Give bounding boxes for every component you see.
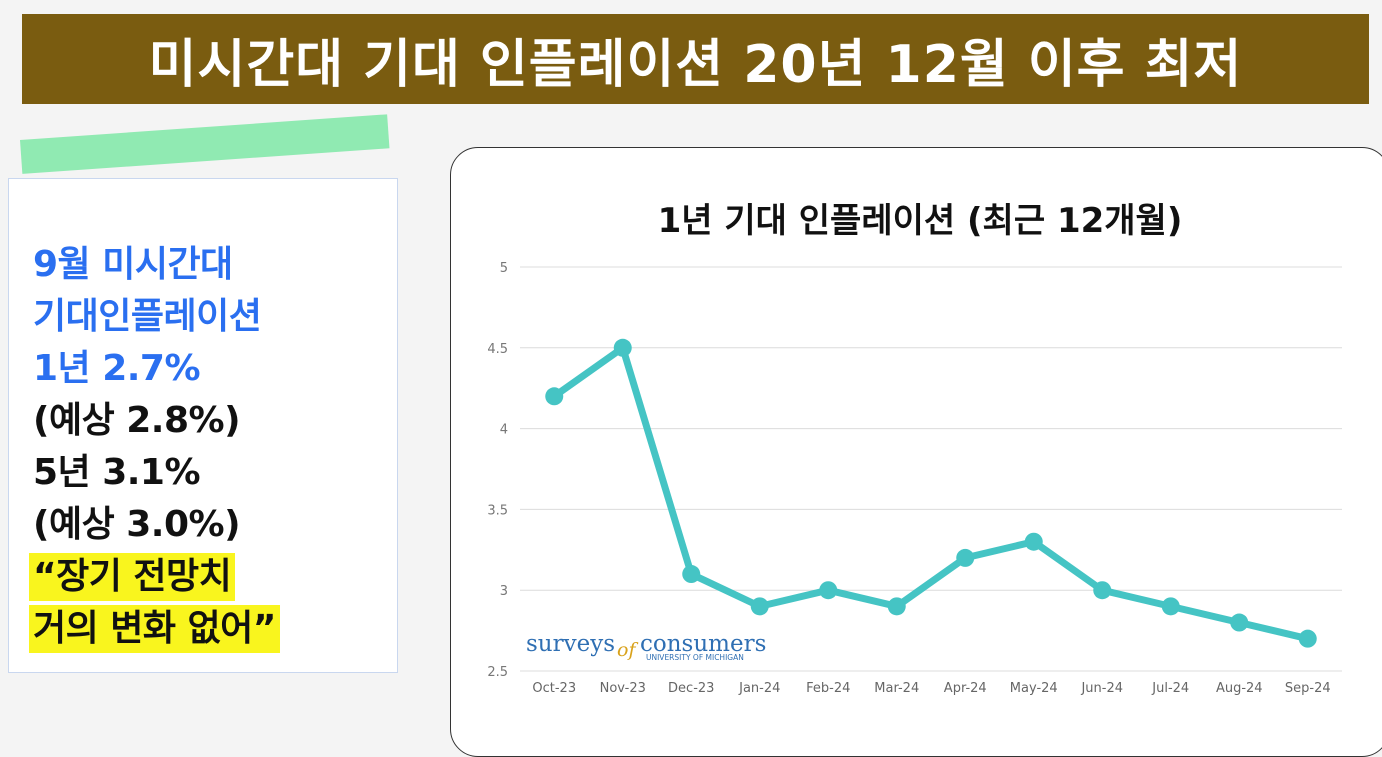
x-tick-label: May-24 bbox=[1010, 681, 1058, 696]
svg-text:UNIVERSITY OF MICHIGAN: UNIVERSITY OF MICHIGAN bbox=[646, 653, 744, 662]
info-line-quote-2: 거의 변화 없어” bbox=[29, 603, 280, 655]
x-tick-label: Jan-24 bbox=[738, 681, 780, 696]
data-point bbox=[1024, 532, 1043, 551]
info-line-5y-value: 5년 3.1% bbox=[33, 452, 201, 493]
info-lines: 9월 미시간대 기대인플레이션 1년 2.7% (예상 2.8%) 5년 3.1… bbox=[29, 239, 280, 655]
x-tick-labels: Oct-23 Nov-23 Dec-23 Jan-24 Feb-24 Mar-24 Apr-… bbox=[532, 681, 1330, 696]
data-point bbox=[1230, 613, 1249, 632]
info-line-metric: 기대인플레이션 bbox=[33, 296, 262, 337]
info-line-5y-forecast: (예상 3.0%) bbox=[33, 504, 241, 545]
data-point bbox=[819, 581, 838, 600]
x-tick-label: Apr-24 bbox=[944, 681, 987, 696]
x-tick-label: Jul-24 bbox=[1151, 681, 1189, 696]
svg-text:surveys: surveys bbox=[526, 631, 615, 657]
series-layer bbox=[545, 338, 1317, 648]
info-box: 9월 미시간대 기대인플레이션 1년 2.7% (예상 2.8%) 5년 3.1… bbox=[8, 178, 398, 673]
data-point bbox=[682, 565, 701, 584]
x-tick-label: Dec-23 bbox=[668, 681, 714, 696]
y-tick-label: 4.5 bbox=[487, 342, 508, 357]
x-tick-label: Jun-24 bbox=[1080, 681, 1123, 696]
info-line-1y-forecast: (예상 2.8%) bbox=[33, 400, 241, 441]
series-line bbox=[550, 344, 1312, 643]
y-tick-label: 3 bbox=[500, 584, 508, 599]
y-tick-labels: 2.5 3 3.5 4 4.5 5 bbox=[487, 261, 508, 680]
x-tick-label: Feb-24 bbox=[806, 681, 850, 696]
x-tick-label: Oct-23 bbox=[532, 681, 576, 696]
banner-title: 미시간대 기대 인플레이션 20년 12월 이후 최저 bbox=[148, 34, 1243, 95]
x-tick-label: Mar-24 bbox=[874, 681, 919, 696]
data-point bbox=[613, 338, 632, 357]
svg-text:of: of bbox=[617, 639, 638, 661]
data-point bbox=[887, 597, 906, 616]
x-tick-label: Aug-24 bbox=[1216, 681, 1263, 696]
surveys-of-consumers-logo: surveys of consumers UNIVERSITY OF MICHI… bbox=[526, 631, 766, 662]
y-tick-label: 5 bbox=[500, 261, 508, 276]
data-point bbox=[750, 597, 769, 616]
grid-layer bbox=[520, 266, 1342, 672]
chart-panel bbox=[450, 147, 1382, 757]
y-tick-label: 3.5 bbox=[487, 503, 508, 518]
line-chart: 2.5 3 3.5 4 4.5 5 Oct-23 Nov-23 Dec-23 Jan-24 Feb… bbox=[487, 261, 1342, 696]
y-tick-label: 2.5 bbox=[487, 665, 508, 680]
y-tick-label: 4 bbox=[500, 423, 508, 438]
info-line-quote-1: “장기 전망치 bbox=[29, 551, 280, 603]
title-banner: 미시간대 기대 인플레이션 20년 12월 이후 최저 bbox=[22, 14, 1369, 104]
data-point bbox=[1161, 597, 1180, 616]
info-line-month: 9월 미시간대 bbox=[33, 244, 233, 285]
data-point bbox=[545, 387, 564, 406]
x-tick-label: Nov-23 bbox=[600, 681, 646, 696]
data-point bbox=[956, 548, 975, 567]
x-tick-label: Sep-24 bbox=[1285, 681, 1331, 696]
svg-text:consumers: consumers bbox=[640, 631, 766, 657]
chart-title: 1년 기대 인플레이션 (최근 12개월) bbox=[657, 201, 1183, 241]
data-point bbox=[1298, 629, 1317, 648]
info-line-1y-value: 1년 2.7% bbox=[33, 348, 201, 389]
data-point bbox=[1093, 581, 1112, 600]
